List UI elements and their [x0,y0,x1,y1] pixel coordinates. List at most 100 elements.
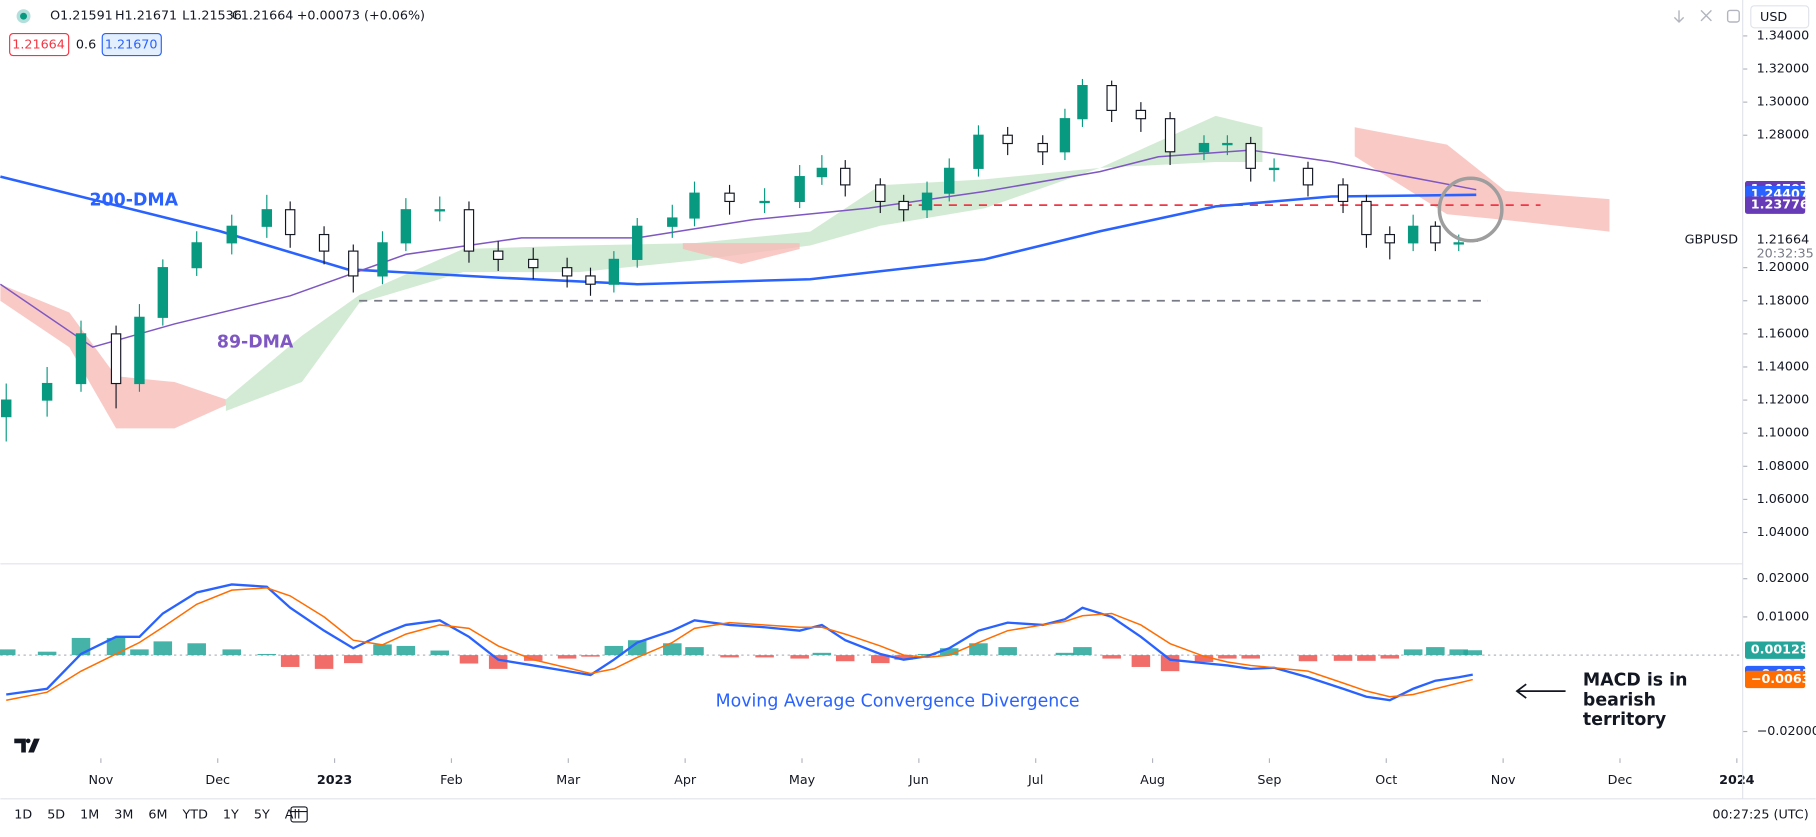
candle-body [840,167,851,186]
sell-button[interactable] [9,32,70,57]
candle-body [463,209,475,252]
calendar-icon[interactable] [290,806,308,823]
countdown: 20:32:35 [1757,247,1814,262]
range-button[interactable]: 3M [114,808,133,823]
y-tick-label: 1.20000 [1757,260,1810,275]
range-button[interactable]: 5Y [254,808,270,823]
status-dot [20,12,28,20]
histogram-bar [430,650,450,656]
arrow [1515,683,1566,699]
macd-line [6,587,1473,701]
histogram-bar [939,648,959,656]
currency[interactable]: USD [1760,10,1787,25]
candle-body [41,382,53,401]
histogram-bar [1426,647,1445,656]
bid-price[interactable]: 1.21664 [12,38,65,53]
range-button[interactable]: 5D [47,808,65,823]
candle-body [1302,167,1314,186]
histogram-bar [663,643,682,656]
symbol: GBPUSD [1685,233,1739,248]
range-button[interactable]: 6M [148,808,167,823]
candle-body [794,176,805,203]
candle-body [284,209,296,236]
candle-body [816,167,828,178]
candle-body [226,225,237,244]
candle-body [689,192,700,219]
histogram-bar [790,655,809,659]
candle-body [1037,142,1048,153]
candle-body [875,184,886,203]
overlay-label: 200-DMA [90,190,179,210]
range-button[interactable]: 1Y [223,808,239,823]
range-button[interactable]: All [285,808,301,823]
histogram-bar [812,652,832,656]
histogram-bar [280,655,300,667]
histogram-bar [917,653,937,656]
histogram-bar [396,645,416,656]
x-tick-label: Nov [1491,773,1516,788]
histogram-bar [459,655,479,664]
candle-body [667,217,678,227]
candle-body [1198,142,1210,153]
ichimoku-cloud [225,115,1263,412]
clock: 00:27:25 (UTC) [1712,808,1808,823]
candle-body [1245,142,1256,169]
histogram-bar [1449,649,1468,656]
x-tick-label: Nov [88,773,113,788]
last-price: 1.21664 [1757,233,1810,248]
candle-body [561,267,573,277]
y-tick-label: 1.28000 [1757,128,1810,143]
histogram-bar [37,651,57,656]
price-badge [1745,196,1806,214]
candle-body [110,333,122,385]
histogram-bar [969,643,988,656]
ask-price[interactable]: 1.21670 [105,38,158,53]
candle-body [724,192,735,203]
price-badge-label: 0.00128 [1751,643,1809,658]
range-button[interactable]: 1M [80,808,99,823]
histogram-bar [523,655,543,661]
range-button[interactable]: 1D [14,808,32,823]
y-tick-label: 1.14000 [1757,359,1810,374]
histogram-bar [106,637,126,656]
candle-body [1222,142,1233,146]
candle-body [377,242,388,277]
ohlc-change: +0.00073 (+0.06%) [297,9,425,24]
annotation: territory [1583,710,1666,730]
x-tick-label: Feb [440,773,463,788]
histogram-bar [153,641,173,656]
currency-select[interactable] [1750,5,1810,29]
range-button[interactable]: YTD [182,808,209,823]
candle-body [898,200,909,211]
histogram-bar [344,655,363,664]
y-tick-label: 1.06000 [1757,492,1810,507]
candle-body [759,200,770,204]
candle-body [1268,167,1280,171]
histogram-bar [1160,655,1180,672]
buy-button[interactable] [101,32,162,57]
histogram-bar [557,655,577,659]
y-tick-label: 0.01000 [1757,609,1810,624]
y-tick-label: 1.18000 [1757,293,1810,308]
toolbar-icons[interactable] [1673,9,1740,23]
candle-body [1361,200,1372,236]
candle-body [157,267,169,318]
histogram-bar [894,655,913,660]
footer: 00:27:25 (UTC) 1D 5D 1M 3M 6M YTD 1Y 5Y All [14,806,1809,823]
x-tick-label: Dec [205,773,230,788]
candle-body [1002,134,1013,145]
histogram-bar [1102,655,1121,659]
candle-body [191,242,202,269]
candle-body [318,233,330,252]
candle-body [1453,242,1464,245]
x-tick-label: Dec [1608,773,1633,788]
histogram-bar [871,655,890,664]
x-tick-label: 2024 [1719,773,1755,788]
candle-body [1164,118,1176,153]
x-tick-label: Apr [674,773,697,788]
histogram-bar [627,640,647,656]
candle-body [632,225,643,260]
x-tick-label: Jul [1027,773,1043,788]
